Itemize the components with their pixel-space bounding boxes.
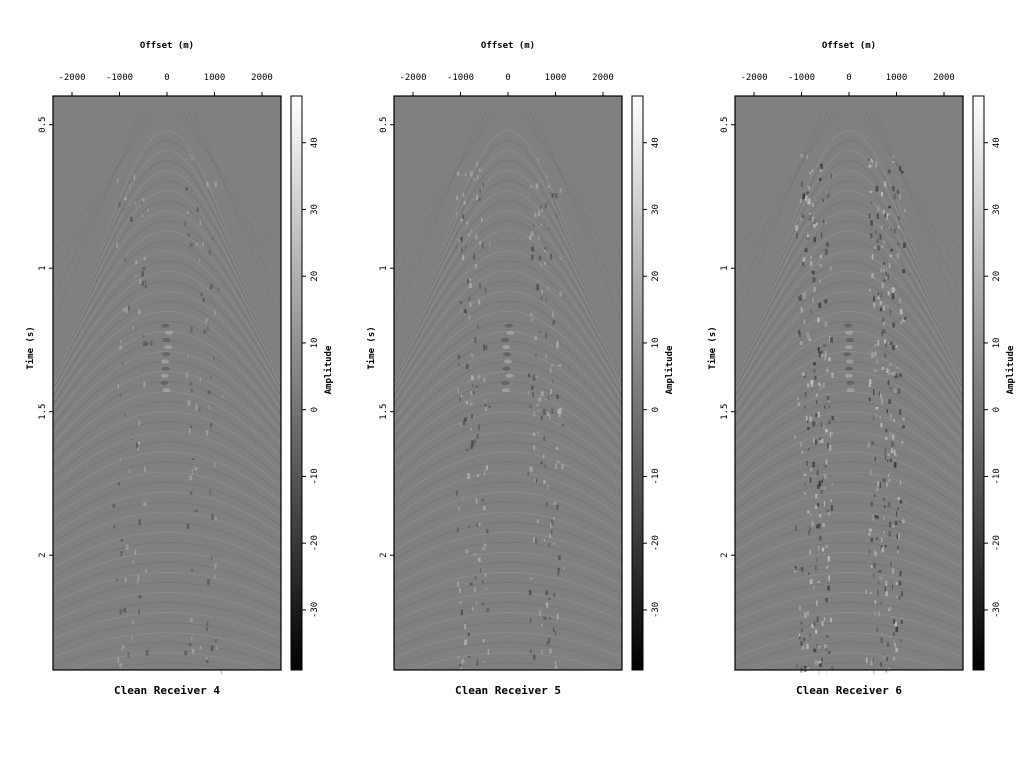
colorbar-tick-label: 20 [310, 271, 320, 282]
colorbar-tick-label: 40 [310, 137, 320, 148]
colorbar-tick-label: 10 [310, 338, 320, 349]
colorbar-tick-label: 40 [992, 137, 1002, 148]
x-tick-label: -2000 [399, 73, 426, 83]
colorbar-tick-label: -20 [651, 535, 661, 551]
x-tick-label: 2000 [251, 73, 273, 83]
y-tick-label: 1 [720, 265, 730, 270]
x-axis-label: Offset (m) [140, 41, 194, 51]
chart-title: Clean Receiver 4 [114, 684, 220, 697]
y-tick-label: 0.5 [38, 117, 48, 133]
seismic-texture [734, 110, 964, 676]
chart-title: Clean Receiver 5 [455, 684, 561, 697]
chart-title: Clean Receiver 6 [796, 684, 902, 697]
panel-receiver-6: -2000 -1000 0 1000 2000 Offset (m) 0.5 1 1.5 2 Tim… [707, 41, 1016, 697]
y-axis-label: Time (s) [707, 326, 718, 369]
x-tick-label: 2000 [592, 73, 614, 83]
y-tick-label: 0.5 [720, 117, 730, 133]
colorbar-label: Amplitude [1005, 345, 1016, 394]
colorbar-tick-label: -30 [992, 602, 1002, 618]
panel-receiver-4: -2000 -1000 0 1000 2000 Offset (m) 0.5 1 1.5 2 Tim… [25, 41, 334, 697]
colorbar [972, 95, 985, 671]
colorbar-tick-label: -20 [310, 535, 320, 551]
x-tick-label: 0 [505, 73, 510, 83]
x-tick-label: -2000 [740, 73, 767, 83]
colorbar-tick-label: 40 [651, 137, 661, 148]
x-axis-label: Offset (m) [822, 41, 876, 51]
y-axis-label: Time (s) [366, 326, 377, 369]
colorbar-tick-label: 0 [651, 407, 661, 412]
x-tick-label: -1000 [447, 73, 474, 83]
x-axis-label: Offset (m) [481, 41, 535, 51]
x-tick-label: 1000 [545, 73, 567, 83]
colorbar [631, 95, 644, 671]
colorbar-tick-label: -10 [310, 468, 320, 484]
x-tick-label: 1000 [886, 73, 908, 83]
x-tick-label: 2000 [933, 73, 955, 83]
x-tick-label: -2000 [58, 73, 85, 83]
panel-receiver-5: -2000 -1000 0 1000 2000 Offset (m) 0.5 1 1.5 2 Tim… [366, 41, 675, 697]
colorbar-tick-label: -20 [992, 535, 1002, 551]
y-tick-label: 2 [379, 552, 389, 557]
colorbar-tick-label: -10 [992, 468, 1002, 484]
colorbar-tick-label: 10 [651, 338, 661, 349]
colorbar-tick-label: 20 [992, 271, 1002, 282]
colorbar-tick-label: -30 [310, 602, 320, 618]
y-tick-label: 2 [720, 552, 730, 557]
colorbar-tick-label: -30 [651, 602, 661, 618]
colorbar-tick-label: 30 [992, 204, 1002, 215]
x-tick-label: -1000 [788, 73, 815, 83]
colorbar-tick-label: 20 [651, 271, 661, 282]
colorbar [290, 95, 303, 671]
y-tick-label: 0.5 [379, 117, 389, 133]
seismic-texture [52, 110, 282, 675]
x-tick-label: -1000 [106, 73, 133, 83]
x-tick-label: 0 [164, 73, 169, 83]
y-tick-label: 1 [38, 265, 48, 270]
colorbar-tick-label: -10 [651, 468, 661, 484]
colorbar-label: Amplitude [664, 345, 675, 394]
y-tick-label: 1.5 [720, 404, 730, 420]
y-tick-label: 1 [379, 265, 389, 270]
colorbar-tick-label: 30 [310, 204, 320, 215]
y-tick-label: 1.5 [38, 404, 48, 420]
colorbar-tick-label: 0 [992, 407, 1002, 412]
seismic-texture [393, 110, 623, 671]
y-tick-label: 1.5 [379, 404, 389, 420]
x-tick-label: 1000 [204, 73, 226, 83]
colorbar-tick-label: 30 [651, 204, 661, 215]
colorbar-label: Amplitude [323, 345, 334, 394]
x-tick-label: 0 [846, 73, 851, 83]
colorbar-tick-label: 10 [992, 338, 1002, 349]
colorbar-tick-label: 0 [310, 407, 320, 412]
y-axis-label: Time (s) [25, 326, 36, 369]
y-tick-label: 2 [38, 552, 48, 557]
